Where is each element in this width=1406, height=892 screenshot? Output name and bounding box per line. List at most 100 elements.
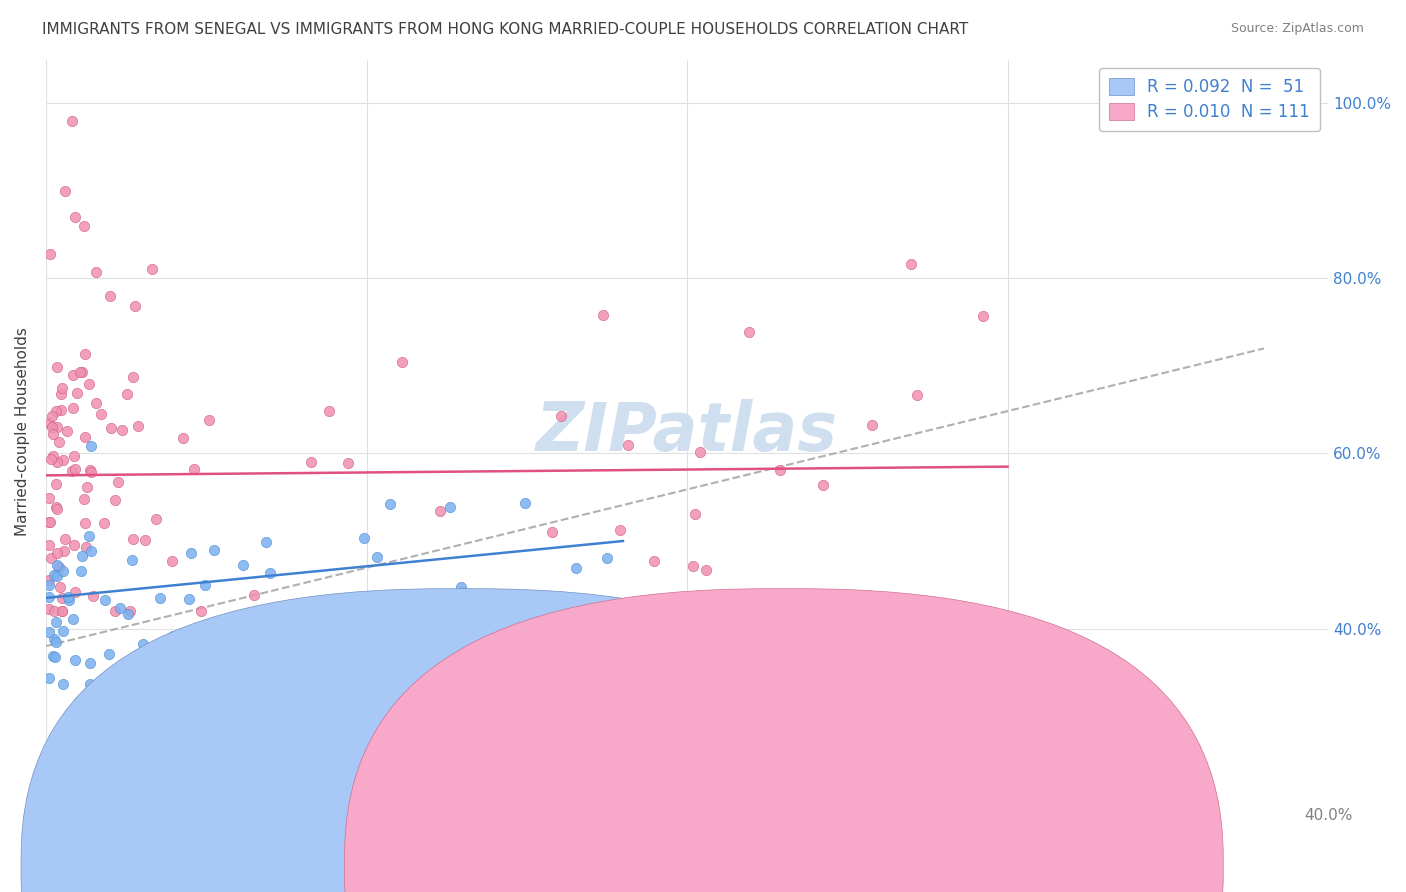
hk: [73, 516, 96, 530]
hk: [972, 310, 994, 324]
sen: [46, 569, 69, 583]
sen: [58, 593, 80, 607]
hk: [42, 449, 65, 463]
hk: [62, 368, 84, 382]
hk: [38, 491, 60, 505]
Text: Immigrants from Senegal: Immigrants from Senegal: [423, 850, 617, 865]
Legend: R = 0.092  N =  51, R = 0.010  N = 111: R = 0.092 N = 51, R = 0.010 N = 111: [1099, 68, 1320, 131]
sen: [177, 591, 200, 606]
sen: [79, 656, 101, 670]
hk: [48, 560, 70, 574]
Text: IMMIGRANTS FROM SENEGAL VS IMMIGRANTS FROM HONG KONG MARRIED-COUPLE HOUSEHOLDS C: IMMIGRANTS FROM SENEGAL VS IMMIGRANTS FR…: [42, 22, 969, 37]
hk: [134, 533, 156, 547]
hk: [115, 387, 138, 401]
hk: [55, 424, 77, 438]
hk: [80, 465, 103, 479]
sen: [38, 590, 60, 604]
hk: [145, 512, 167, 526]
hk: [299, 455, 322, 469]
hk: [312, 604, 335, 618]
hk: [79, 463, 101, 477]
sen: [80, 439, 103, 453]
sen: [52, 565, 75, 579]
hk: [63, 210, 86, 224]
sen: [44, 649, 66, 664]
hk: [51, 604, 73, 618]
hk: [60, 114, 83, 128]
hk: [38, 247, 60, 261]
sen: [197, 655, 219, 669]
hk: [41, 420, 63, 434]
Text: Source: ZipAtlas.com: Source: ZipAtlas.com: [1230, 22, 1364, 36]
sen: [65, 653, 87, 667]
sen: [232, 558, 254, 572]
hk: [52, 544, 75, 558]
hk: [38, 416, 60, 430]
sen: [45, 615, 67, 630]
hk: [49, 403, 72, 417]
hk: [643, 554, 665, 568]
sen: [56, 590, 79, 604]
hk: [73, 492, 96, 507]
hk: [90, 407, 112, 421]
sen: [254, 535, 277, 549]
sen: [69, 564, 91, 578]
hk: [45, 500, 67, 514]
hk: [141, 262, 163, 277]
hk: [70, 365, 93, 379]
hk: [683, 507, 706, 521]
hk: [93, 516, 115, 530]
sen: [131, 637, 153, 651]
sen: [108, 601, 131, 615]
hk: [45, 476, 67, 491]
hk: [107, 475, 129, 489]
hk: [76, 480, 98, 494]
hk: [609, 523, 631, 537]
hk: [82, 589, 104, 603]
hk: [429, 503, 451, 517]
hk: [42, 604, 65, 618]
hk: [45, 404, 67, 418]
sen: [70, 549, 93, 564]
hk: [51, 591, 73, 605]
hk: [39, 451, 62, 466]
hk: [198, 413, 221, 427]
hk: [77, 377, 100, 392]
hk: [66, 386, 89, 401]
hk: [63, 449, 86, 463]
hk: [541, 525, 564, 540]
sen: [62, 612, 84, 626]
sen: [45, 558, 67, 573]
hk: [190, 604, 212, 618]
sen: [80, 544, 103, 558]
hk: [53, 533, 76, 547]
Text: Immigrants from Hong Kong: Immigrants from Hong Kong: [735, 850, 952, 865]
hk: [550, 409, 572, 423]
sen: [42, 632, 65, 646]
hk: [318, 403, 340, 417]
hk: [51, 381, 73, 395]
hk: [720, 601, 742, 615]
sen: [45, 635, 67, 649]
sen: [565, 560, 588, 574]
hk: [41, 409, 63, 423]
hk: [160, 554, 183, 568]
sen: [439, 500, 461, 515]
sen: [42, 568, 65, 582]
hk: [73, 430, 96, 444]
hk: [51, 604, 73, 618]
hk: [45, 501, 67, 516]
hk: [38, 574, 60, 588]
hk: [127, 419, 149, 434]
sen: [325, 642, 347, 657]
hk: [48, 435, 70, 450]
hk: [62, 538, 84, 552]
hk: [49, 387, 72, 401]
sen: [38, 625, 60, 640]
sen: [117, 607, 139, 621]
hk: [52, 453, 75, 467]
hk: [98, 289, 121, 303]
hk: [38, 515, 60, 529]
hk: [183, 462, 205, 476]
sen: [38, 578, 60, 592]
